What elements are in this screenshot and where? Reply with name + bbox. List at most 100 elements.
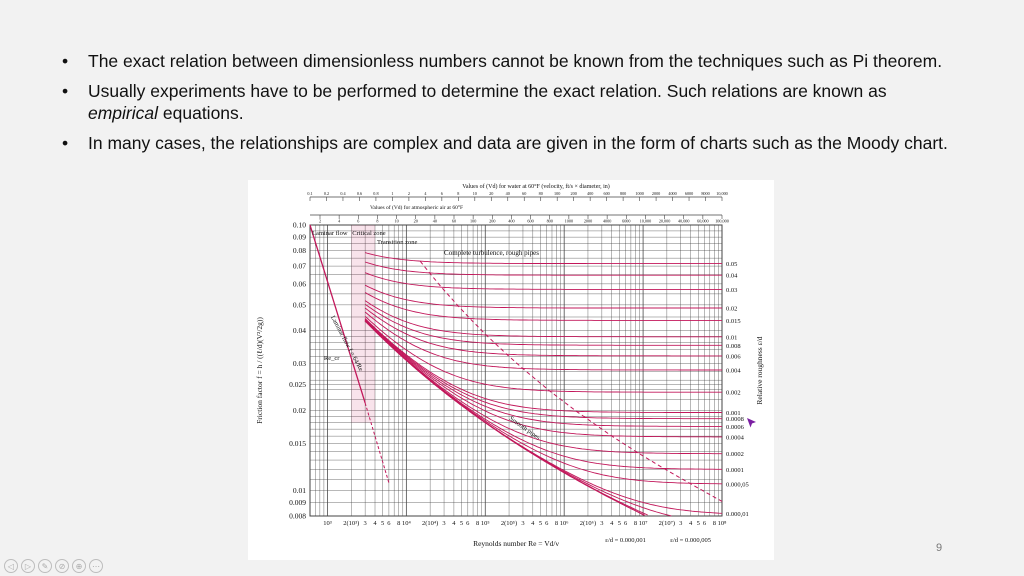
bullet-text: In many cases, the relationships are com…	[88, 133, 948, 153]
bullet-item: • In many cases, the relationships are c…	[58, 132, 958, 154]
top-axis-air-label: 800	[547, 219, 553, 224]
x-tick-label: 8	[555, 520, 558, 527]
roughness-curve	[364, 311, 722, 371]
roughness-label: 0.000,01	[726, 511, 749, 518]
top-axis-water-label: 8000	[701, 191, 709, 196]
top-axis-air-label: 10,000	[640, 219, 652, 225]
x-tick-label: 3	[364, 520, 367, 527]
x-tick-label: 8	[476, 520, 479, 527]
x-tick-label: 4	[610, 520, 614, 527]
y-tick-label: 0.02	[293, 406, 306, 415]
top-axis-water-label: 1000	[635, 191, 643, 196]
roughness-curve	[364, 292, 722, 321]
turbulence-boundary-line	[419, 260, 723, 502]
slideshow-toolbar: ◁ ▷ ✎ ⊘ ⊕ ⋯	[4, 559, 103, 573]
top-axis-water-label: 0.2	[324, 191, 329, 196]
x-tick-label: 5	[618, 520, 621, 527]
y-tick-label: 0.015	[289, 439, 306, 448]
top-axis-water-label: 4	[424, 191, 427, 196]
roughness-label: 0.001	[726, 410, 741, 417]
x-tick-label: 10⁵	[481, 520, 490, 527]
x-tick-label: 10⁷	[639, 520, 648, 527]
x-tick-label: 6	[466, 520, 470, 527]
prev-icon[interactable]: ◁	[4, 559, 18, 573]
zoom-icon[interactable]: ⊕	[72, 559, 86, 573]
roughness-label: 0.0004	[726, 434, 745, 441]
top-axis-water-label: 0.6	[357, 191, 362, 196]
top-axis-air-label: 600	[527, 219, 533, 224]
x-axis-label: Reynolds number Re = Vd/ν	[473, 539, 559, 548]
roughness-label: 0.02	[726, 306, 737, 313]
roughness-label: 0.004	[726, 367, 741, 374]
x-tick-label: 6	[387, 520, 391, 527]
x-tick-label: 6	[703, 520, 707, 527]
top-axis-water-label: 4000	[668, 191, 676, 196]
x-tick-label: 5	[697, 520, 700, 527]
roughness-curve	[364, 252, 722, 265]
bullet-text: equations.	[158, 103, 244, 123]
bullet-item: • Usually experiments have to be perform…	[58, 80, 958, 124]
page-number: 9	[936, 542, 943, 554]
top-axis-water-label: 6	[441, 191, 443, 196]
mouse-cursor-icon	[747, 418, 756, 428]
x-tick-label: 5	[460, 520, 463, 527]
top-axis-air-label: 6	[357, 219, 359, 224]
x-tick-label: 4	[689, 520, 693, 527]
x-tick-label: 6	[624, 520, 628, 527]
next-icon[interactable]: ▷	[21, 559, 35, 573]
y-tick-label: 0.09	[293, 233, 306, 242]
edit-icon[interactable]: ✎	[38, 559, 52, 573]
critical-zone-shade	[351, 225, 376, 423]
plot-frame	[309, 224, 723, 517]
top-axis-air-label: 100	[470, 219, 476, 224]
roughness-label: 0.0001	[726, 467, 744, 474]
top-axis-water-label: 10	[473, 191, 477, 196]
chart-title: Values of (Vd) for water at 60°F (veloci…	[462, 183, 610, 190]
region-label-critical: Critical zone	[352, 230, 386, 237]
moody-chart-svg: 0.100.090.080.070.060.050.040.030.0250.0…	[255, 183, 764, 548]
x-tick-label: 3	[521, 520, 524, 527]
x-tick-label: 10⁸	[718, 520, 728, 527]
pen-icon[interactable]: ⊘	[55, 559, 69, 573]
top-axis-air-label: 40,000	[678, 219, 690, 225]
y-tick-label: 0.10	[293, 221, 306, 230]
x-tick-label: 2(10⁶)	[580, 520, 596, 527]
top-axis-air-label: 4	[338, 219, 341, 224]
x-tick-label: 10⁴	[402, 520, 412, 527]
y-tick-label: 0.07	[293, 262, 306, 271]
roughness-label: 0.03	[726, 287, 737, 294]
top-axis-air-label: 6000	[622, 219, 630, 224]
roughness-curve	[364, 315, 722, 393]
y-tick-label: 0.04	[293, 326, 306, 335]
top-axis-water-label: 20	[489, 191, 493, 196]
roughness-curve	[364, 318, 722, 420]
smooth-pipe-curve	[364, 320, 645, 516]
x-tick-label: 8	[397, 520, 400, 527]
roughness-curve	[364, 272, 722, 290]
roughness-label: 0.015	[726, 318, 741, 325]
y-tick-label: 0.009	[289, 498, 306, 507]
roughness-curve	[364, 307, 722, 357]
top-axis-air-label: 10	[394, 219, 398, 224]
top-axis-water-label: 0.1	[307, 191, 312, 196]
roughness-curve	[364, 300, 722, 338]
y-axis-label: Friction factor f = h / ((ℓ/d)(V²/2g))	[255, 317, 264, 424]
top-axis-air-label: 200	[489, 219, 495, 224]
roughness-label: 0.0002	[726, 451, 744, 458]
annotation-eps-2: ε/d = 0.000,005	[670, 537, 711, 544]
top-axis-water-label: 8	[457, 191, 459, 196]
top-axis-water-label: 0.8	[373, 191, 378, 196]
top-axis-air-label: 400	[508, 219, 514, 224]
more-icon[interactable]: ⋯	[89, 559, 103, 573]
region-label-transition: Transition zone	[377, 239, 417, 246]
top-axis-air-label: 8	[376, 219, 378, 224]
x-tick-label: 2(10³)	[343, 520, 359, 527]
laminar-line	[309, 224, 366, 404]
x-tick-label: 8	[634, 520, 637, 527]
y-tick-label: 0.06	[293, 279, 306, 288]
roughness-label: 0.008	[726, 343, 741, 350]
y-tick-label: 0.01	[293, 486, 306, 495]
roughness-label: 0.002	[726, 390, 741, 397]
roughness-label: 0.01	[726, 334, 737, 341]
top-axis-water-label: 1	[391, 191, 393, 196]
